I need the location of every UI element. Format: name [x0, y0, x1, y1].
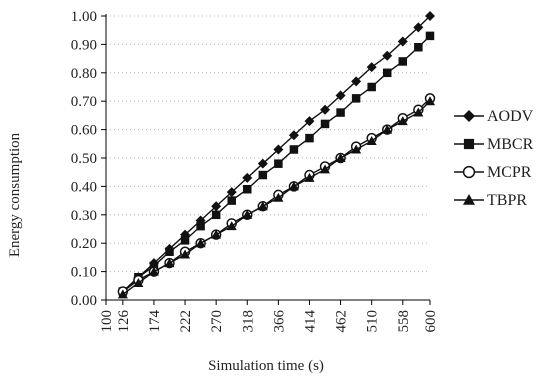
data-point-aodv: [257, 158, 268, 169]
data-point-aodv: [382, 50, 393, 61]
data-point-mbcr: [336, 108, 345, 117]
data-point-mbcr: [414, 42, 423, 52]
legend-label-tbpr: TBPR: [487, 192, 527, 209]
x-tick-label: 222: [178, 310, 194, 333]
data-point-tbpr: [180, 249, 191, 259]
data-point-tbpr: [257, 201, 268, 211]
y-tick-label: 0.70: [71, 94, 97, 110]
grid-layer: [106, 15, 430, 273]
data-point-tbpr: [133, 277, 144, 287]
data-point-mbcr: [149, 261, 159, 271]
data-point-aodv: [273, 144, 284, 155]
data-point-tbpr: [366, 135, 377, 145]
x-axis-title: Simulation time (s): [208, 358, 324, 374]
legend-label-mcpr: MCPR: [487, 164, 532, 181]
legend-marker-aodv: [463, 110, 475, 122]
y-tick-label: 0.80: [71, 66, 97, 82]
y-tick-label: 1.00: [71, 9, 97, 25]
data-point-aodv: [226, 187, 237, 198]
data-point-mbcr: [211, 210, 221, 220]
x-tick-label: 462: [334, 310, 350, 333]
axis-layer: 0.00 0.10 0.20 0.30 0.40 0.50 0.60 0.70 0.80 0.90…: [71, 9, 439, 333]
y-tick-label: 0.20: [71, 236, 97, 252]
data-point-aodv: [351, 76, 362, 87]
data-point-tbpr: [195, 238, 206, 248]
data-point-aodv: [335, 90, 346, 101]
y-tick-label: 0.90: [71, 37, 97, 53]
data-point-tbpr: [211, 229, 222, 239]
data-point-mbcr: [165, 247, 174, 256]
data-point-aodv: [397, 36, 408, 47]
legend-label-aodv: AODV: [487, 108, 534, 125]
data-point-mbcr: [227, 196, 236, 205]
data-point-mbcr: [274, 159, 283, 168]
data-point-aodv: [304, 116, 315, 127]
y-tick-label: 0.00: [71, 293, 97, 309]
data-point-mbcr: [351, 94, 361, 103]
data-point-mbcr: [258, 170, 268, 180]
data-point-tbpr: [148, 266, 159, 276]
data-point-tbpr: [273, 192, 284, 202]
data-point-aodv: [288, 130, 299, 141]
data-point-mbcr: [425, 31, 435, 41]
data-point-tbpr: [242, 209, 253, 219]
x-tick-label: 318: [240, 310, 256, 333]
x-tick-label: 510: [365, 310, 381, 333]
y-tick-label: 0.50: [71, 151, 97, 167]
data-point-aodv: [242, 172, 253, 183]
x-tick-label: 366: [271, 310, 287, 333]
data-point-aodv: [211, 201, 222, 212]
y-tick-label: 0.40: [71, 179, 97, 195]
legend-marker-mbcr: [463, 138, 475, 150]
data-point-tbpr: [226, 221, 237, 231]
data-point-tbpr: [397, 116, 408, 126]
data-point-mbcr: [305, 133, 314, 143]
data-point-tbpr: [304, 172, 315, 182]
data-point-tbpr: [335, 153, 346, 162]
y-tick-label: 0.10: [71, 265, 97, 281]
data-point-mbcr: [367, 82, 376, 92]
data-point-mbcr: [243, 184, 252, 194]
legend: AODV MBCR MCPR TBPR: [454, 108, 534, 209]
data-point-tbpr: [351, 144, 362, 154]
data-point-mbcr: [180, 236, 190, 245]
series-layer: [117, 11, 436, 299]
y-tick-label: 0.60: [71, 123, 97, 139]
legend-label-mbcr: MBCR: [487, 136, 534, 153]
data-point-tbpr: [413, 107, 424, 117]
x-tick-label: 270: [209, 310, 225, 333]
data-point-mbcr: [320, 119, 330, 129]
y-tick-label: 0.30: [71, 208, 97, 224]
x-tick-label: 174: [147, 310, 163, 333]
data-point-tbpr: [425, 96, 435, 106]
data-point-mbcr: [289, 145, 299, 154]
data-point-mbcr: [382, 68, 392, 78]
x-tick-label: 126: [116, 310, 132, 333]
x-tick-label: 100: [99, 310, 115, 333]
data-point-aodv: [366, 62, 377, 73]
data-point-aodv: [320, 104, 331, 115]
legend-marker-tbpr: [463, 194, 475, 205]
data-point-mbcr: [398, 57, 408, 66]
x-tick-label: 414: [302, 310, 318, 333]
x-tick-label: 558: [396, 310, 412, 333]
data-point-tbpr: [382, 124, 393, 134]
y-axis-title: Energy consumption: [7, 132, 23, 257]
x-tick-label: 600: [423, 310, 439, 333]
data-point-tbpr: [288, 181, 299, 191]
data-point-aodv: [413, 22, 424, 33]
data-point-tbpr: [164, 258, 175, 268]
data-point-mbcr: [196, 221, 205, 231]
legend-marker-mcpr: [462, 165, 476, 179]
data-point-tbpr: [117, 289, 128, 299]
data-point-tbpr: [320, 164, 331, 174]
data-point-aodv: [425, 11, 435, 21]
